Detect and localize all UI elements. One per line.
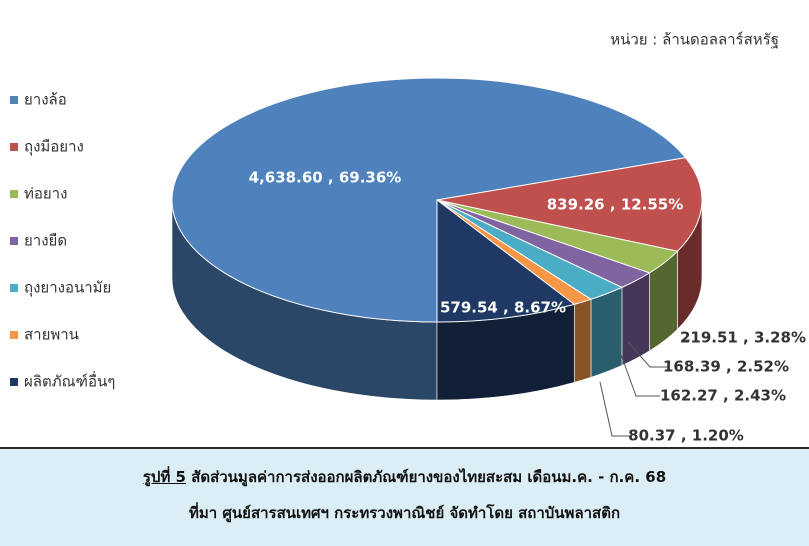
legend-label: สายพาน xyxy=(24,326,79,344)
data-label: 219.51 , 3.28% xyxy=(680,329,806,347)
legend-swatch xyxy=(10,143,18,151)
legend-swatch xyxy=(10,378,18,386)
chart: หน่วย : ล้านดอลลาร์สหรัฐ 4,638.60 , 69.3… xyxy=(10,31,806,445)
legend-label: ยางล้อ xyxy=(24,91,67,109)
data-label: 839.26 , 12.55% xyxy=(547,196,684,214)
data-label: 579.54 , 8.67% xyxy=(440,299,566,317)
caption-title: สัดส่วนมูลค่าการส่งออกผลิตภัณฑ์ยางของไทย… xyxy=(185,468,667,486)
legend-swatch xyxy=(10,96,18,104)
data-label: 80.37 , 1.20% xyxy=(628,427,744,445)
data-label: 168.39 , 2.52% xyxy=(663,358,789,376)
caption: รูปที่ 5 สัดส่วนมูลค่าการส่งออกผลิตภัณฑ์… xyxy=(0,447,809,546)
legend-swatch xyxy=(10,284,18,292)
leader-line xyxy=(599,381,632,437)
legend-label: ท่อยาง xyxy=(24,185,67,203)
slice-side xyxy=(573,298,592,383)
legend-swatch xyxy=(10,237,18,245)
data-label: 162.27 , 2.43% xyxy=(660,387,786,405)
data-label: 4,638.60 , 69.36% xyxy=(249,169,402,187)
legend-label: ถุงยางอนามัย xyxy=(24,279,111,298)
legend-swatch xyxy=(10,190,18,198)
leader-line xyxy=(627,341,668,368)
slice xyxy=(171,77,687,323)
slice-side xyxy=(590,286,623,378)
slice xyxy=(436,157,703,252)
legend-swatch xyxy=(10,331,18,339)
leader-line xyxy=(617,345,660,397)
legend-label: ถุงมือยาง xyxy=(24,138,84,157)
legend-label: ผลิตภัณฑ์อื่นๆ xyxy=(24,371,115,391)
caption-line: รูปที่ 5 สัดส่วนมูลค่าการส่งออกผลิตภัณฑ์… xyxy=(0,467,809,487)
caption-source: ที่มา ศูนย์สารสนเทศฯ กระทรวงพาณิชย์ จัดท… xyxy=(188,504,621,522)
slice xyxy=(436,198,576,323)
unit-note: หน่วย : ล้านดอลลาร์สหรัฐ xyxy=(610,31,779,49)
figure-label: รูปที่ 5 xyxy=(142,468,186,486)
legend-label: ยางยืด xyxy=(24,232,67,250)
